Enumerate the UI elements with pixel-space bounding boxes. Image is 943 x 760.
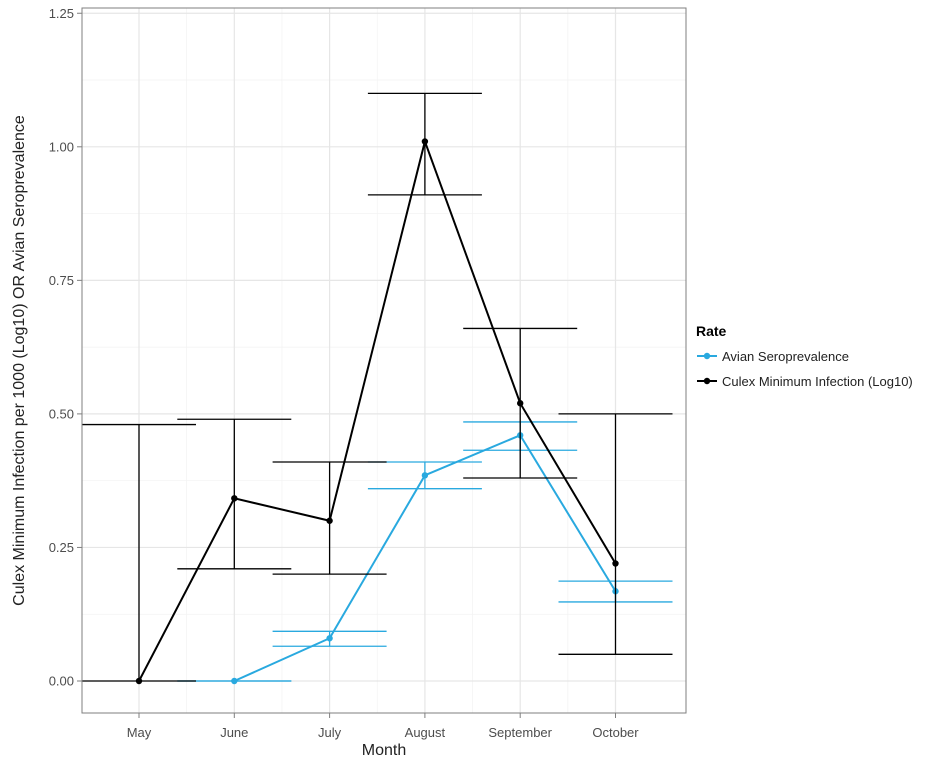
data-point — [231, 495, 238, 502]
legend-item: Culex Minimum Infection (Log10) — [697, 374, 913, 389]
x-tick-label: October — [592, 725, 639, 740]
data-point — [421, 138, 429, 145]
series-line — [138, 138, 617, 682]
legend-key-point — [703, 352, 711, 360]
legend-item: Avian Seroprevalence — [697, 349, 849, 364]
data-point — [612, 560, 619, 567]
y-axis: 0.00 0.25 0.50 0.75 1.00 1.25 — [49, 6, 82, 689]
series-layer — [82, 92, 673, 685]
y-tick-label: 0.75 — [49, 273, 74, 288]
y-tick-label: 1.25 — [49, 6, 74, 21]
error-bar — [558, 413, 673, 655]
y-tick-label: 1.00 — [49, 139, 74, 154]
data-point — [135, 677, 143, 685]
x-tick-label: September — [488, 725, 552, 740]
series-1 — [82, 92, 673, 685]
legend-label: Culex Minimum Infection (Log10) — [722, 374, 913, 389]
y-tick-label: 0.25 — [49, 540, 74, 555]
data-point — [326, 635, 333, 642]
y-tick-label: 0.50 — [49, 406, 74, 421]
y-axis-title: Culex Minimum Infection per 1000 (Log10)… — [11, 115, 28, 606]
y-tick-label: 0.00 — [49, 674, 74, 689]
plot-border — [81, 7, 687, 714]
legend-label: Avian Seroprevalence — [722, 349, 849, 364]
error-bar — [177, 418, 292, 570]
legend-title: Rate — [696, 323, 727, 339]
legend-key-point — [703, 377, 711, 385]
data-point — [517, 400, 524, 407]
x-tick-label: May — [127, 725, 152, 740]
plot-panel — [82, 8, 686, 713]
x-axis-title: Month — [362, 742, 406, 759]
x-tick-label: July — [318, 725, 342, 740]
x-tick-label: June — [220, 725, 248, 740]
data-point — [326, 517, 333, 524]
series-0 — [177, 421, 673, 685]
data-point — [421, 472, 429, 479]
legend: Rate Avian Seroprevalence Culex Minimum I… — [696, 323, 913, 389]
x-axis: May June July August September October — [127, 713, 639, 740]
x-tick-label: August — [405, 725, 446, 740]
data-point — [231, 677, 238, 685]
plot-background — [82, 8, 686, 713]
